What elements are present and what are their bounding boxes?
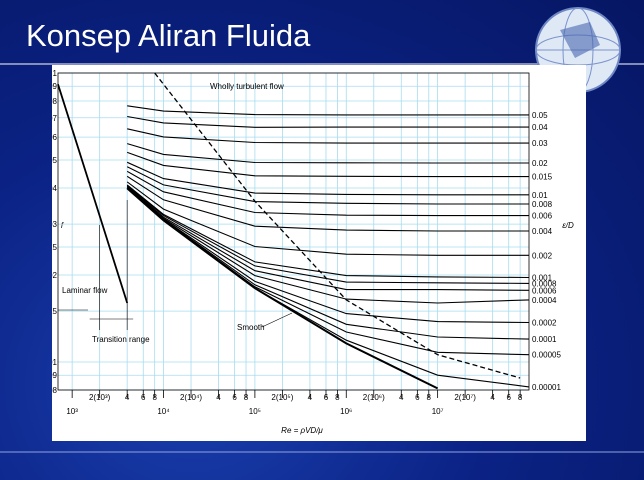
laminar-line	[57, 84, 129, 304]
x-tick-label: 8	[152, 393, 157, 402]
x-tick-label: 2(10³)	[89, 393, 111, 402]
chart: f ε/D Re = ρVD/μ 0.1 0.09 0.08 0.07 0.06 0.05…	[52, 65, 586, 441]
legend-label: 0.05	[532, 111, 548, 120]
roughness-curve	[127, 105, 529, 116]
legend-label: 0.02	[532, 159, 548, 168]
x-axis-label: Re = ρVD/μ	[281, 426, 323, 435]
legend-label: 0.008	[532, 200, 553, 209]
x-tick-label: 6	[507, 393, 512, 402]
x-tick-label: 8	[335, 393, 340, 402]
roughness-curve	[126, 184, 530, 279]
legend-label: 0.0006	[532, 286, 557, 295]
legend-label: 0.0002	[532, 318, 557, 327]
legend-label: 0.00005	[532, 351, 561, 360]
roughness-curve	[126, 185, 530, 291]
legend-label: 0.03	[532, 139, 548, 148]
roughness-curve	[127, 151, 529, 178]
roughness-curve	[126, 181, 529, 256]
y-tick-label: 0.025	[52, 243, 58, 252]
y-tick-label: 0.03	[52, 220, 58, 229]
x-tick-label: 6	[232, 393, 237, 402]
legend-label: 0.00001	[532, 383, 561, 392]
x-tick-label: 8	[518, 393, 523, 402]
roughness-curve	[126, 187, 530, 340]
roughness-curve	[127, 115, 529, 128]
x-tick-label: 6	[324, 393, 329, 402]
x-tick-label: 6	[415, 393, 420, 402]
y2-axis-label: ε/D	[562, 221, 574, 230]
roughness-curve	[126, 185, 530, 284]
annotation: Transition range	[92, 335, 150, 344]
annotation: Smooth	[237, 323, 265, 332]
legend-label: 0.04	[532, 123, 548, 132]
roughness-curve	[126, 161, 529, 196]
legend-label: 0.01	[532, 191, 548, 200]
turbulent-boundary	[154, 72, 521, 379]
x-tick-label: 6	[141, 393, 146, 402]
x-tick-label: 10³	[66, 407, 78, 416]
x-tick-label: 8	[427, 393, 432, 402]
legend-label: 0.006	[532, 212, 553, 221]
y-tick-label: 0.1	[52, 69, 58, 78]
y-tick-label: 0.01	[52, 358, 58, 367]
y-tick-label: 0.07	[52, 114, 58, 123]
legend-label: 0.002	[532, 251, 553, 260]
y-tick-label: 0.09	[52, 82, 58, 91]
smooth-curve	[126, 187, 439, 390]
x-tick-label: 4	[308, 393, 313, 402]
roughness-curve	[127, 128, 529, 144]
roughness-curve	[126, 175, 529, 232]
x-tick-label: 4	[216, 393, 221, 402]
y-tick-label: 0.05	[52, 156, 58, 165]
x-tick-label: 2(10⁴)	[180, 393, 202, 402]
y-tick-label: 0.06	[52, 133, 58, 142]
slide-title: Konsep Aliran Fluida	[26, 18, 311, 53]
x-tick-label: 2(10⁶)	[363, 393, 385, 402]
legend-label: 0.0004	[532, 296, 557, 305]
x-tick-label: 4	[399, 393, 404, 402]
roughness-curve	[126, 186, 530, 304]
x-tick-label: 2(10⁷)	[454, 393, 476, 402]
y-tick-label: 0.02	[52, 271, 58, 280]
x-tick-label: 10⁷	[432, 407, 444, 416]
legend-label: 0.001	[532, 274, 553, 283]
x-tick-label: 4	[490, 393, 495, 402]
y-tick-label: 0.009	[52, 371, 58, 380]
x-tick-label: 10⁵	[249, 407, 261, 416]
roughness-curve	[127, 143, 529, 164]
x-tick-label: 2(10⁵)	[271, 393, 293, 402]
legend-label: 0.004	[532, 227, 553, 236]
pointer	[261, 312, 293, 328]
x-tick-label: 10⁶	[340, 407, 352, 416]
y-tick-label: 0.04	[52, 184, 58, 193]
x-tick-label: 4	[125, 393, 130, 402]
y-tick-label: 0.08	[52, 97, 58, 106]
roughness-curve	[126, 187, 530, 388]
annotation: Wholly turbulent flow	[210, 82, 284, 91]
x-tick-label: 10⁴	[157, 407, 170, 416]
roughness-curve	[126, 166, 529, 205]
legend-label: 0.0001	[532, 335, 557, 344]
y-tick-label: 0.015	[52, 307, 58, 316]
roughness-curve	[126, 170, 529, 217]
x-tick-label: 8	[244, 393, 249, 402]
y-tick-label: 0.008	[52, 386, 58, 395]
legend-label: 0.015	[532, 173, 553, 182]
annotation: Laminar flow	[62, 286, 108, 295]
y-axis-label: f	[61, 221, 64, 230]
legend-label: 0.0008	[532, 279, 557, 288]
